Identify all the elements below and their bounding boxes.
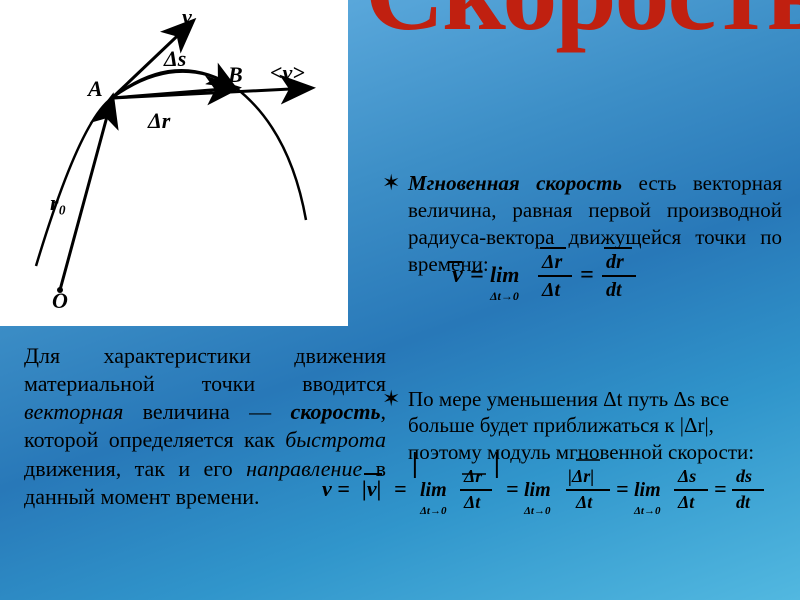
diagram-label-dr: Δr: [147, 108, 171, 133]
lp-t2: величина —: [123, 399, 290, 424]
svg-text:Δt: Δt: [463, 492, 481, 512]
diagram-label-avgv: <v>: [270, 60, 305, 85]
left-paragraph: Для характеристики движения материальной…: [24, 342, 386, 511]
lp-t1: Для характеристики движения материальной…: [24, 343, 386, 396]
slide-title: Скорость: [365, 0, 800, 45]
lp-strong: скорость: [290, 399, 380, 424]
bullet-2-text: По мере уменьшения Δt путь Δs все больше…: [408, 386, 782, 467]
lp-t4: движения, так и его: [24, 456, 246, 481]
bullet-1: ✶ Мгновенная скорость есть векторная вел…: [382, 170, 782, 278]
svg-text:dt: dt: [736, 492, 751, 512]
lp-em3: направление: [246, 456, 362, 481]
bullet-2: ✶ По мере уменьшения Δt путь Δs все боль…: [382, 386, 782, 467]
right-column: ✶ Мгновенная скорость есть векторная вел…: [382, 170, 782, 494]
svg-text:Δt→0: Δt→0: [633, 505, 661, 517]
diagram-label-r0: r₀: [50, 190, 66, 215]
vector-diagram: O A B v <v> r₀ Δr Δs: [0, 0, 348, 326]
slide-root: Скорость O: [0, 0, 800, 600]
svg-text:Δt: Δt: [575, 492, 593, 512]
lp-em1: векторная: [24, 399, 123, 424]
bullet-marker: ✶: [382, 386, 408, 467]
b1-strong: Мгновенная скорость: [408, 171, 622, 195]
svg-text:Δt: Δt: [677, 492, 695, 512]
diagram-label-A: A: [86, 76, 103, 101]
svg-text:Δt→0: Δt→0: [523, 505, 551, 517]
diagram-label-v: v: [182, 4, 192, 29]
bullet-1-text: Мгновенная скорость есть векторная велич…: [408, 170, 782, 278]
bullet-marker: ✶: [382, 170, 408, 278]
diagram-label-ds: Δs: [163, 46, 186, 71]
svg-text:Δt→0: Δt→0: [419, 505, 447, 517]
lp-em2: быстрота: [285, 427, 386, 452]
diagram-label-B: B: [227, 62, 243, 87]
